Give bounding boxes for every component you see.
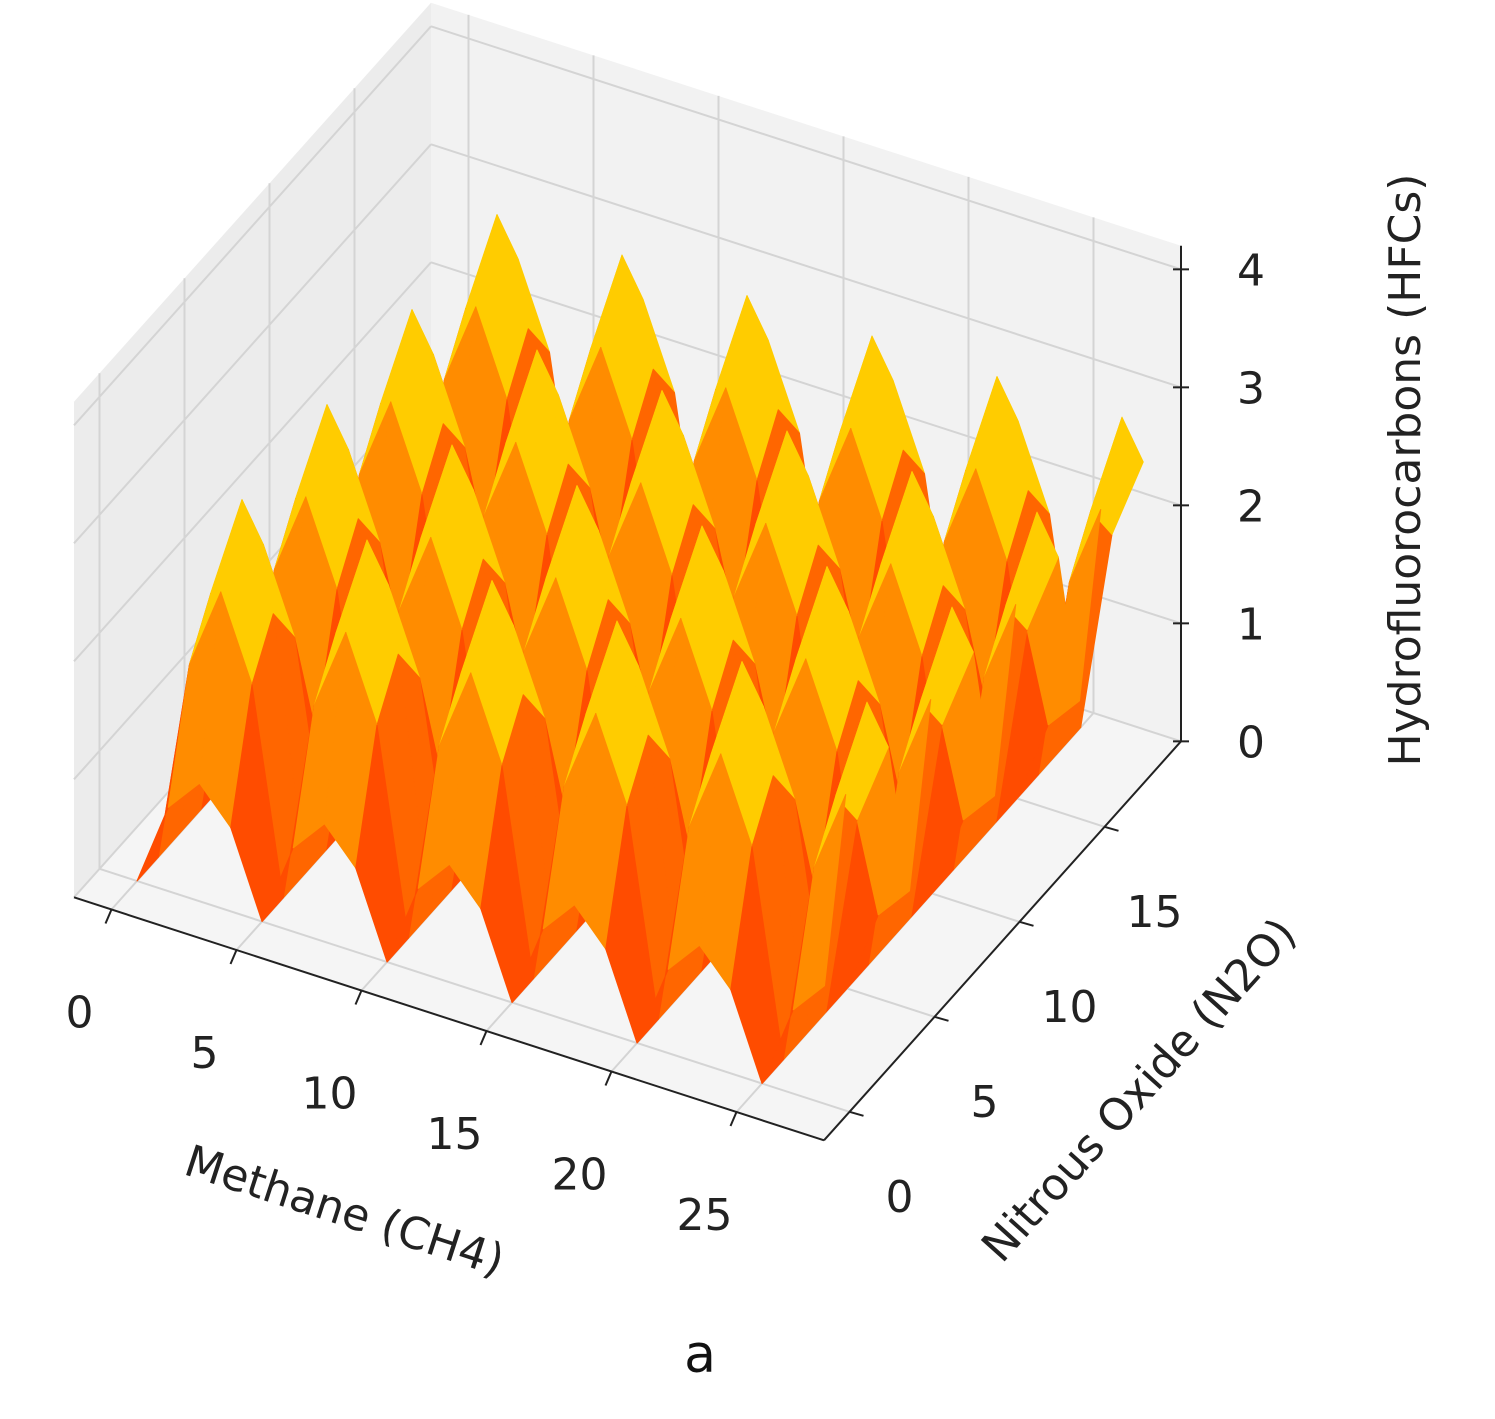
left-gridline-z [73, 143, 432, 545]
y-tick-label: 5 [971, 1077, 999, 1128]
x-tick-mark [729, 1111, 738, 1127]
x-tick-label: 20 [552, 1150, 608, 1201]
y-tick-mark [849, 1110, 864, 1117]
figure-caption: a [684, 1325, 716, 1385]
back-gridline-z [430, 25, 1182, 271]
x-tick-label: 25 [677, 1190, 733, 1241]
back-gridline-z [430, 143, 1182, 389]
y-tick-label: 10 [1042, 982, 1098, 1033]
x-tick-label: 0 [66, 988, 94, 1039]
left-pane [74, 2, 431, 898]
left-gridline-z [73, 261, 432, 663]
y-tick-mark [934, 1015, 949, 1022]
x-tick-label: 15 [427, 1109, 483, 1160]
x-axis-line [73, 896, 825, 1142]
x-tick-mark [604, 1071, 613, 1086]
axis-lines [73, 245, 1189, 1142]
z-axis-label: Hydrofluorocarbons (HFCs) [1380, 174, 1431, 767]
z-tick-label: 1 [1237, 599, 1265, 650]
z-tick-label: 3 [1237, 363, 1265, 414]
z-tick-label: 4 [1237, 245, 1265, 296]
tick-labels: 0 5 10 15 20 25 0 5 10 15 0 1 2 3 4 [66, 245, 1266, 1241]
y-axis-line [823, 740, 1182, 1142]
z-tick-label: 2 [1237, 481, 1265, 532]
y-tick-label: 0 [886, 1172, 914, 1223]
surface-facet [792, 793, 847, 1011]
x-tick-mark [354, 990, 363, 1005]
x-tick-mark [104, 909, 113, 924]
left-gridline-z [73, 25, 432, 427]
y-tick-mark [1019, 920, 1034, 927]
y-tick-label: 15 [1127, 887, 1183, 938]
x-tick-label: 5 [191, 1028, 219, 1079]
back-gridline-z [430, 261, 1182, 507]
floor-gridline-y [99, 867, 850, 1113]
y-tick-mark [1104, 825, 1119, 832]
x-tick-mark [479, 1030, 488, 1046]
x-tick-mark [229, 949, 238, 965]
z-tick-label: 0 [1237, 717, 1265, 768]
x-tick-label: 10 [302, 1069, 358, 1120]
y-axis-label: Nitrous Oxide (N2O) [972, 909, 1306, 1272]
surface [136, 214, 1144, 1084]
